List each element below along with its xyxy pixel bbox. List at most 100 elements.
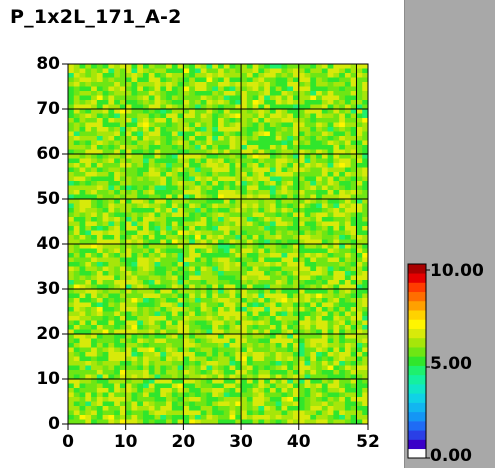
heatmap-cell bbox=[154, 172, 161, 177]
heatmap-cell bbox=[200, 410, 207, 416]
heatmap-cell bbox=[350, 194, 357, 200]
heatmap-cell bbox=[321, 262, 329, 267]
heatmap-cell bbox=[189, 311, 196, 317]
heatmap-cell bbox=[131, 397, 138, 402]
heatmap-cell bbox=[269, 167, 277, 173]
heatmap-cell bbox=[258, 163, 265, 168]
heatmap-cell bbox=[177, 307, 184, 312]
heatmap-cell bbox=[275, 154, 282, 159]
heatmap-cell bbox=[194, 158, 202, 164]
heatmap-cell bbox=[183, 109, 190, 114]
heatmap-cell bbox=[143, 235, 150, 240]
heatmap-cell bbox=[339, 302, 346, 308]
heatmap-cell bbox=[223, 289, 230, 294]
heatmap-cell bbox=[79, 397, 86, 402]
heatmap-cell bbox=[304, 113, 311, 119]
heatmap-cell bbox=[96, 361, 104, 366]
heatmap-cell bbox=[148, 325, 155, 330]
heatmap-cell bbox=[96, 289, 104, 294]
heatmap-cell bbox=[246, 370, 254, 375]
heatmap-cell bbox=[73, 370, 80, 375]
heatmap-cell bbox=[298, 131, 305, 137]
heatmap-cell bbox=[114, 217, 121, 222]
heatmap-cell bbox=[321, 248, 329, 254]
heatmap-cell bbox=[316, 158, 323, 164]
heatmap-cell bbox=[171, 302, 179, 308]
heatmap-cell bbox=[143, 185, 150, 191]
heatmap-cell bbox=[344, 383, 352, 389]
heatmap-cell bbox=[350, 361, 357, 366]
heatmap-cell bbox=[264, 271, 271, 276]
heatmap-cell bbox=[91, 374, 98, 380]
heatmap-cell bbox=[287, 118, 294, 123]
heatmap-cell bbox=[362, 226, 369, 231]
heatmap-cell bbox=[154, 257, 161, 263]
heatmap-cell bbox=[212, 280, 219, 285]
heatmap-cell bbox=[304, 316, 311, 321]
heatmap-cell bbox=[310, 302, 317, 308]
heatmap-cell bbox=[171, 176, 179, 182]
heatmap-cell bbox=[229, 149, 236, 155]
heatmap-cell bbox=[194, 194, 202, 200]
heatmap-cell bbox=[287, 347, 294, 353]
heatmap-cell bbox=[223, 293, 230, 299]
heatmap-cell bbox=[327, 77, 334, 83]
heatmap-cell bbox=[119, 140, 127, 146]
heatmap-cell bbox=[339, 388, 346, 393]
heatmap-cell bbox=[333, 334, 340, 339]
heatmap-cell bbox=[85, 167, 92, 173]
heatmap-cell bbox=[293, 217, 300, 222]
heatmap-cell bbox=[154, 365, 161, 371]
heatmap-cell bbox=[281, 289, 288, 294]
heatmap-cell bbox=[339, 406, 346, 411]
heatmap-cell bbox=[316, 73, 323, 78]
heatmap-cell bbox=[310, 217, 317, 222]
heatmap-cell bbox=[114, 410, 121, 416]
heatmap-cell bbox=[246, 311, 254, 317]
heatmap-cell bbox=[200, 190, 207, 195]
heatmap-cell bbox=[160, 410, 167, 416]
heatmap-cell bbox=[137, 176, 144, 182]
heatmap-cell bbox=[68, 140, 75, 146]
heatmap-cell bbox=[131, 253, 138, 258]
heatmap-cell bbox=[339, 118, 346, 123]
heatmap-cell bbox=[316, 163, 323, 168]
heatmap-cell bbox=[177, 185, 184, 191]
heatmap-cell bbox=[241, 226, 248, 231]
heatmap-cell bbox=[339, 298, 346, 303]
heatmap-cell bbox=[362, 284, 369, 290]
heatmap-cell bbox=[96, 244, 104, 249]
heatmap-cell bbox=[194, 127, 202, 132]
heatmap-cell bbox=[241, 383, 248, 389]
heatmap-cell bbox=[171, 419, 179, 425]
heatmap-cell bbox=[125, 343, 132, 348]
heatmap-cell bbox=[131, 95, 138, 101]
heatmap-cell bbox=[148, 275, 155, 281]
heatmap-cell bbox=[212, 127, 219, 132]
heatmap-cell bbox=[171, 334, 179, 339]
heatmap-cell bbox=[206, 109, 213, 114]
heatmap-cell bbox=[304, 302, 311, 308]
heatmap-cell bbox=[269, 95, 277, 101]
heatmap-cell bbox=[339, 140, 346, 146]
heatmap-cell bbox=[287, 316, 294, 321]
heatmap-cell bbox=[171, 208, 179, 213]
heatmap-cell bbox=[85, 235, 92, 240]
heatmap-cell bbox=[102, 248, 109, 254]
heatmap-cell bbox=[119, 230, 127, 236]
heatmap-cell bbox=[362, 122, 369, 128]
heatmap-cell bbox=[298, 113, 305, 119]
heatmap-cell bbox=[235, 131, 242, 137]
heatmap-cell bbox=[293, 365, 300, 371]
heatmap-cell bbox=[143, 316, 150, 321]
heatmap-cell bbox=[246, 383, 254, 389]
heatmap-cell bbox=[327, 401, 334, 407]
heatmap-cell bbox=[304, 127, 311, 132]
heatmap-cell bbox=[344, 302, 352, 308]
heatmap-cell bbox=[246, 298, 254, 303]
heatmap-cell bbox=[321, 257, 329, 263]
heatmap-cell bbox=[131, 248, 138, 254]
heatmap-cell bbox=[333, 325, 340, 330]
heatmap-cell bbox=[321, 86, 329, 92]
